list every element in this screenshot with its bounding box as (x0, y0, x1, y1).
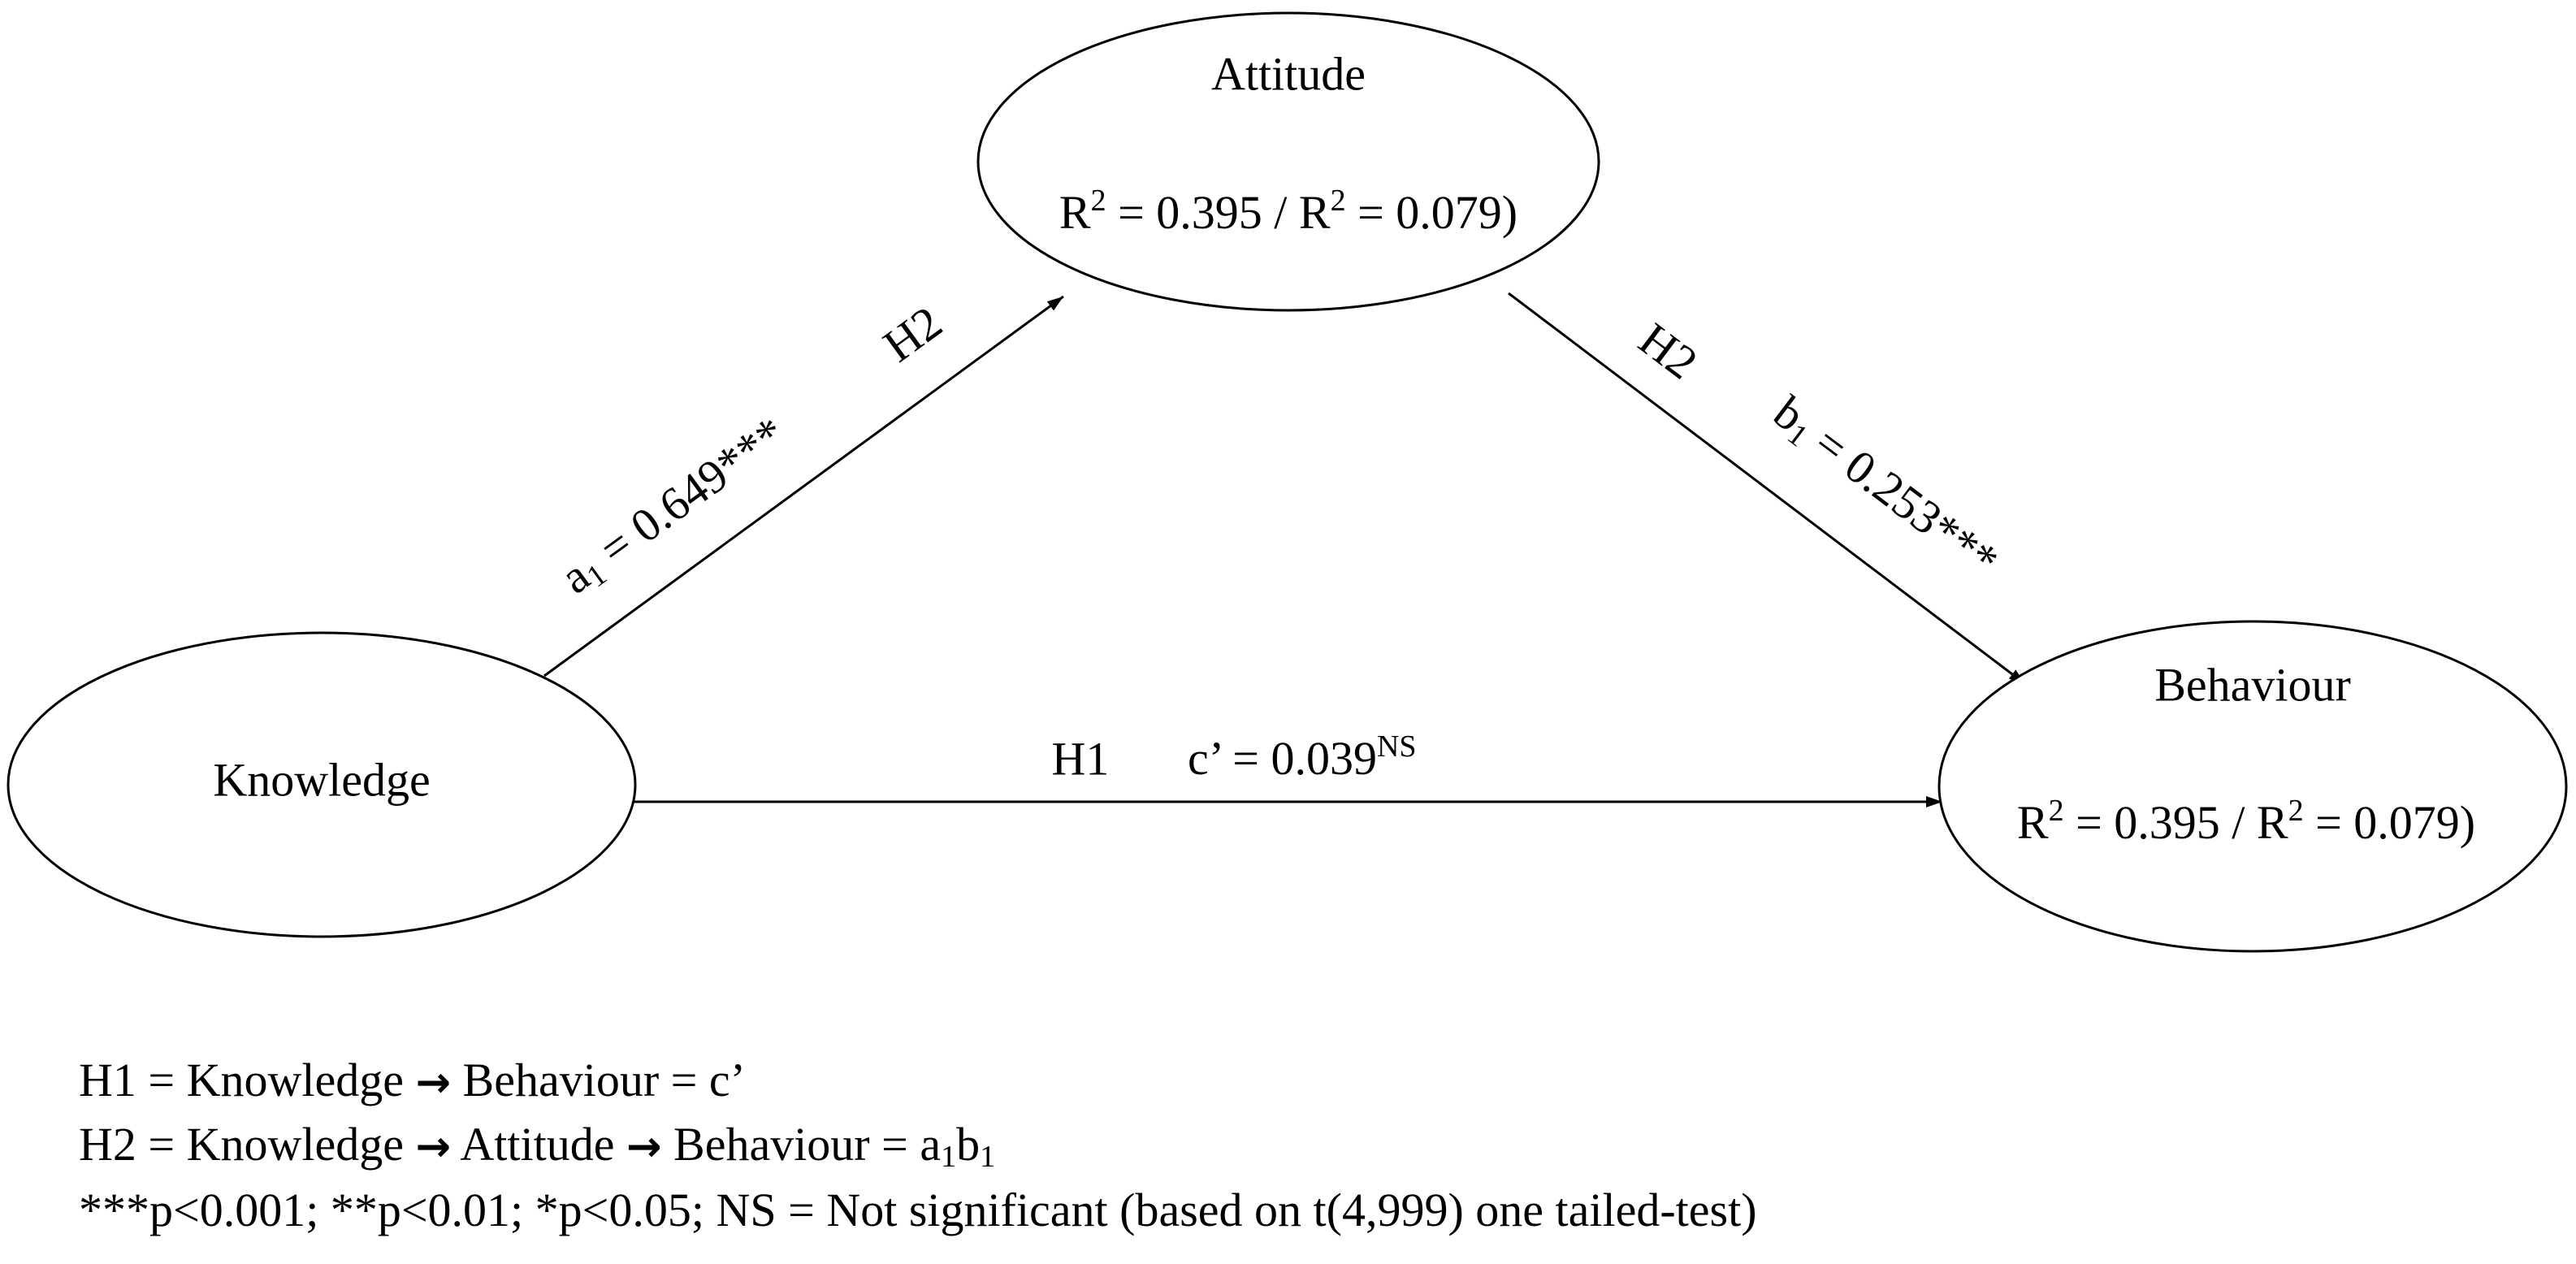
text: = 0.079) (1346, 186, 1518, 239)
arrow: → (415, 1058, 451, 1107)
node-stat: R2 = 0.395 / R2 = 0.079) (1059, 184, 1517, 240)
superscript: NS (1377, 729, 1417, 764)
superscript: 2 (1091, 184, 1106, 218)
superscript: 2 (1331, 184, 1346, 218)
text: H1 = Knowledge (79, 1054, 415, 1106)
text: c’ = 0.039 (1188, 732, 1377, 785)
node-attitude (976, 11, 1600, 312)
superscript: 2 (2288, 794, 2304, 828)
node-knowledge (6, 631, 637, 938)
node-label: Knowledge (213, 753, 430, 806)
legend-line: H2 = Knowledge → Attitude → Behaviour = … (79, 1118, 995, 1173)
edge-hypothesis: H1 (1052, 732, 1110, 785)
edge-hypothesis: H2 (874, 296, 952, 372)
text: ***p<0.001; **p<0.01; *p<0.05; NS = Not … (79, 1184, 1757, 1236)
text: = 0.395 / R (2064, 796, 2288, 849)
subscript: 1 (941, 1140, 956, 1174)
text: = 0.079) (2304, 796, 2476, 849)
edge-arrow (1508, 292, 2026, 686)
edge-coefficient: b1 = 0.253*** (1762, 386, 2007, 591)
text: Behaviour = a (662, 1118, 942, 1171)
text: = 0.649*** (580, 406, 794, 582)
legend-line: ***p<0.001; **p<0.01; *p<0.05; NS = Not … (79, 1184, 1757, 1236)
legend-line: H1 = Knowledge → Behaviour = c’ (79, 1054, 746, 1107)
text: R (2017, 796, 2049, 849)
text: H2 = Knowledge (79, 1118, 415, 1171)
arrow: → (626, 1123, 662, 1171)
node-label: Attitude (1211, 47, 1366, 100)
edge-coefficient: c’ = 0.039NS (1188, 729, 1417, 786)
text: = 0.253*** (1795, 409, 2008, 588)
edge-hypothesis: H2 (1630, 313, 1708, 390)
text: R (1059, 186, 1091, 239)
node-stat: R2 = 0.395 / R2 = 0.079) (2017, 794, 2475, 850)
text: Attitude (451, 1118, 626, 1171)
text: Behaviour = c’ (451, 1054, 746, 1106)
subscript: 1 (980, 1140, 995, 1174)
superscript: 2 (2049, 794, 2064, 828)
node-behaviour (1937, 620, 2568, 953)
text: b (956, 1118, 980, 1171)
edge-coefficient: a1 = 0.649*** (551, 406, 796, 606)
edge-arrow (543, 295, 1064, 677)
arrow: → (415, 1123, 451, 1171)
node-label: Behaviour (2154, 658, 2351, 711)
text: = 0.395 / R (1106, 186, 1331, 239)
